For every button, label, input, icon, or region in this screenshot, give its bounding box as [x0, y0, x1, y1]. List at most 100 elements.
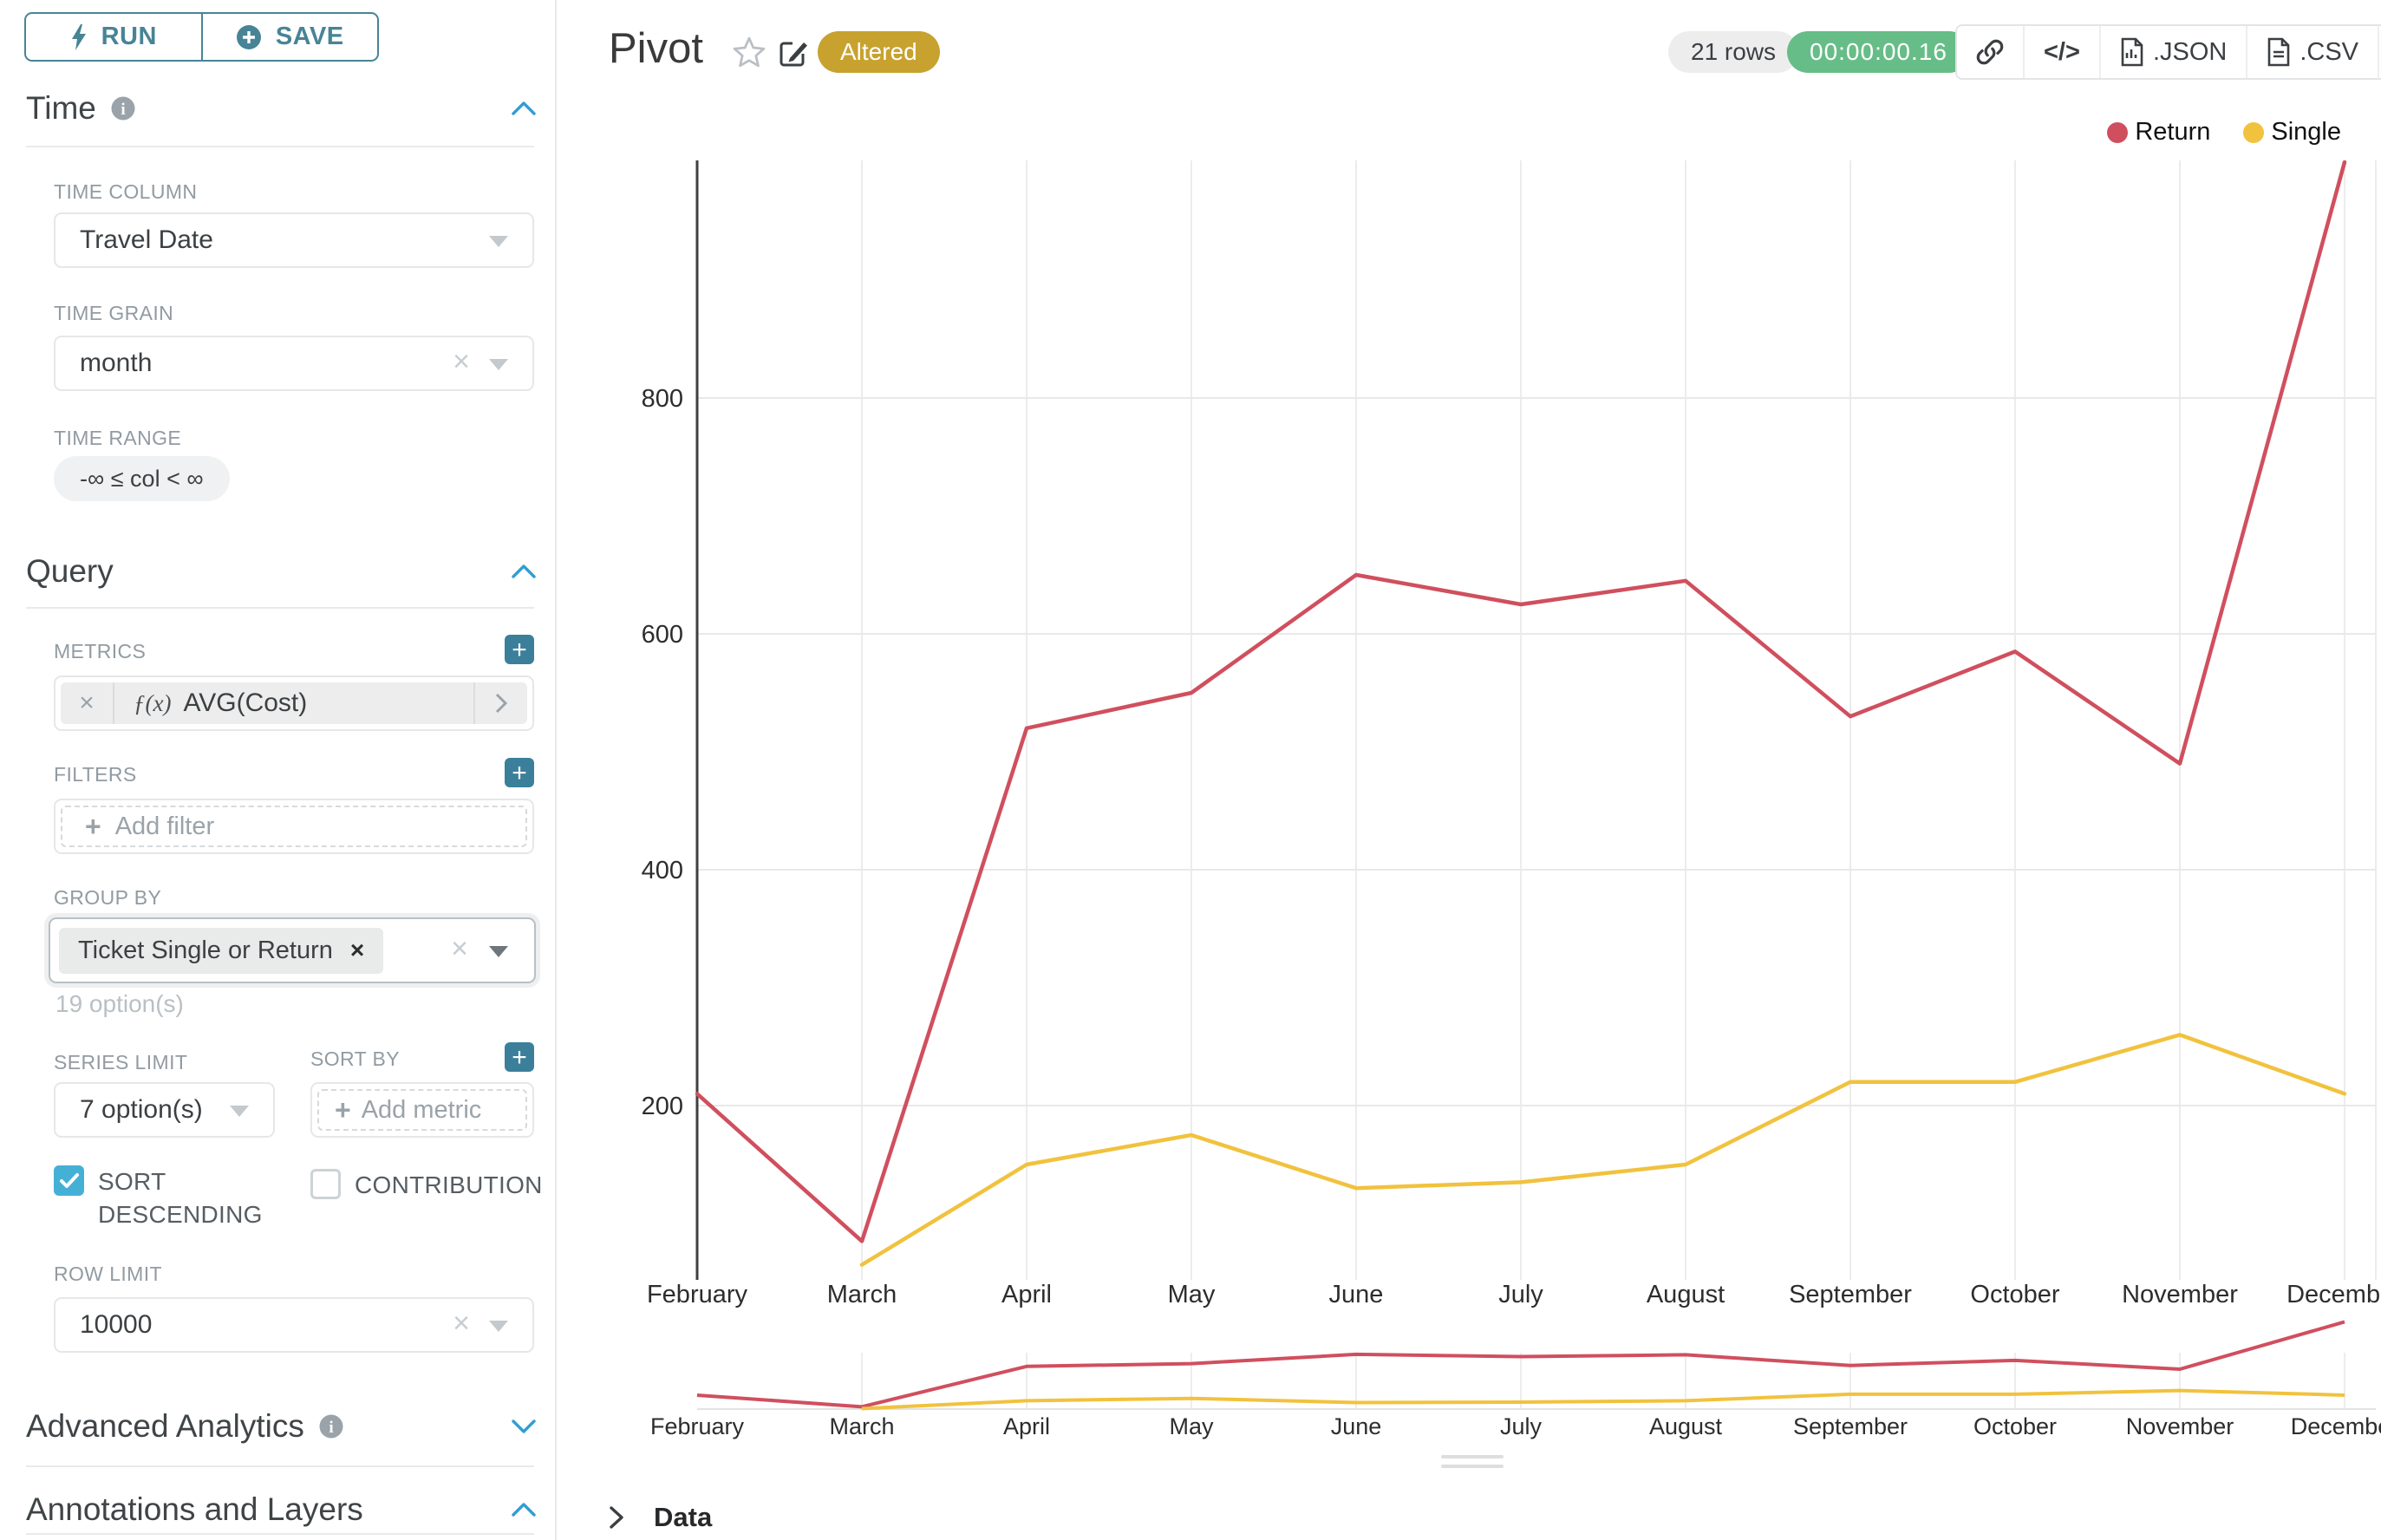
add-sort-metric-dropzone[interactable]: + Add metric [317, 1089, 527, 1131]
view-query-button[interactable]: </> [2023, 26, 2099, 78]
sort-by-box: + Add metric [310, 1082, 534, 1138]
save-button[interactable]: SAVE [200, 14, 378, 60]
export-csv-button[interactable]: .CSV [2246, 26, 2378, 78]
svg-text:September: September [1789, 1281, 1912, 1308]
add-filter-dropzone[interactable]: + Add filter [61, 806, 527, 847]
csv-file-icon [2268, 37, 2290, 67]
info-icon: i [319, 1414, 343, 1439]
add-metric-plus-button[interactable]: + [505, 635, 534, 664]
legend-item-return[interactable]: Return [2107, 118, 2210, 147]
svg-text:November: November [2126, 1413, 2234, 1439]
edit-pencil-icon[interactable] [779, 38, 810, 68]
time-grain-select[interactable]: month × [54, 336, 534, 391]
caret-down-icon [489, 236, 508, 247]
metric-chip[interactable]: × ƒ(x) AVG(Cost) [61, 682, 527, 724]
time-range-label: TIME RANGE [54, 427, 182, 449]
svg-text:i: i [121, 101, 125, 119]
svg-text:March: March [827, 1281, 897, 1308]
filters-label: FILTERS [54, 763, 137, 786]
group-by-label: GROUP BY [54, 886, 162, 909]
add-sort-metric-plus-button[interactable]: + [505, 1042, 534, 1072]
contribution-checkbox[interactable] [310, 1169, 341, 1199]
sort-descending-checkbox[interactable] [54, 1165, 84, 1196]
row-count-badge: 21 rows [1668, 31, 1799, 73]
caret-down-icon[interactable] [489, 946, 508, 957]
export-json-button[interactable]: .JSON [2098, 26, 2246, 78]
svg-text:December: December [2291, 1413, 2381, 1439]
svg-text:May: May [1169, 1413, 1214, 1439]
svg-text:i: i [329, 1419, 333, 1437]
query-section-header[interactable]: Query [26, 553, 536, 590]
legend-item-single[interactable]: Single [2243, 118, 2341, 147]
control-panel-sidebar: RUN SAVE Time i TIME COLUMN Travel Date … [0, 0, 557, 1540]
lightning-bolt-icon [71, 23, 86, 50]
svg-text:600: 600 [642, 621, 683, 649]
sort-descending-checkbox-label: SORT DESCENDING [98, 1168, 263, 1228]
return-series-dot [2107, 121, 2129, 143]
json-file-icon [2121, 37, 2143, 67]
svg-text:February: February [647, 1281, 748, 1308]
plus-icon: + [335, 1093, 351, 1126]
row-limit-select[interactable]: 10000 × [54, 1297, 534, 1353]
chevron-down-icon [512, 1419, 536, 1433]
svg-text:April: April [1003, 1413, 1050, 1439]
svg-text:August: August [1649, 1413, 1723, 1439]
check-icon [59, 1172, 79, 1188]
svg-text:June: June [1329, 1281, 1384, 1308]
chevron-right-icon [495, 693, 507, 714]
series-limit-label: SERIES LIMIT [54, 1051, 188, 1073]
chart-menu-button[interactable] [2378, 26, 2381, 78]
page-title: Pivot [609, 25, 703, 72]
data-panel-toggle[interactable]: Data [609, 1502, 712, 1533]
time-section-header[interactable]: Time i [26, 90, 536, 127]
svg-text:October: October [1970, 1281, 2059, 1308]
group-by-select[interactable]: Ticket Single or Return × × [49, 917, 536, 983]
svg-text:400: 400 [642, 857, 683, 884]
clear-icon[interactable]: × [453, 344, 470, 378]
chevron-up-icon [512, 101, 536, 115]
time-column-select[interactable]: Travel Date [54, 212, 534, 268]
svg-text:March: March [829, 1413, 894, 1439]
single-series-dot [2243, 121, 2265, 143]
series-limit-select[interactable]: 7 option(s) [54, 1082, 275, 1138]
svg-text:September: September [1793, 1413, 1908, 1439]
time-range-pill[interactable]: -∞ ≤ col < ∞ [54, 456, 230, 501]
share-link-button[interactable] [1957, 26, 2023, 78]
group-by-tag: Ticket Single or Return × [59, 927, 384, 974]
svg-text:October: October [1973, 1413, 2057, 1439]
link-icon [1976, 39, 2004, 65]
contribution-checkbox-label: CONTRIBUTION [355, 1171, 543, 1198]
svg-text:July: July [1498, 1281, 1543, 1308]
expand-metric-button[interactable] [473, 682, 527, 724]
svg-text:June: June [1331, 1413, 1382, 1439]
chart-legend: Return Single [2107, 118, 2341, 147]
svg-text:May: May [1168, 1281, 1216, 1308]
chevron-right-icon [610, 1506, 623, 1529]
filters-box: + Add filter [54, 799, 534, 854]
clear-icon[interactable]: × [451, 931, 468, 965]
code-icon: </> [2044, 37, 2080, 66]
svg-text:December: December [2286, 1281, 2381, 1308]
info-icon: i [111, 96, 135, 121]
clear-icon[interactable]: × [453, 1306, 470, 1340]
advanced-analytics-section-header[interactable]: Advanced Analytics i [26, 1408, 536, 1445]
time-grain-label: TIME GRAIN [54, 302, 174, 324]
favorite-star-icon[interactable] [733, 36, 766, 68]
panel-resize-handle[interactable] [1441, 1455, 1504, 1474]
export-toolbar: </> .JSON .CSV [1955, 24, 2381, 80]
svg-text:April: April [1001, 1281, 1052, 1308]
add-filter-plus-button[interactable]: + [505, 758, 534, 787]
altered-badge[interactable]: Altered [818, 31, 940, 73]
svg-text:200: 200 [642, 1093, 683, 1120]
row-limit-label: ROW LIMIT [54, 1263, 162, 1285]
sort-by-label: SORT BY [310, 1047, 400, 1070]
annotations-section-header[interactable]: Annotations and Layers [26, 1491, 536, 1528]
run-button[interactable]: RUN [26, 14, 201, 60]
function-icon: ƒ(x) [134, 689, 172, 716]
plus-icon: + [85, 810, 101, 842]
svg-text:November: November [2122, 1281, 2238, 1308]
query-duration-badge: 00:00:00.16 [1787, 31, 1970, 73]
remove-metric-icon[interactable]: × [61, 682, 114, 724]
remove-tag-icon[interactable]: × [349, 936, 365, 963]
group-by-options-hint: 19 option(s) [55, 990, 184, 1017]
